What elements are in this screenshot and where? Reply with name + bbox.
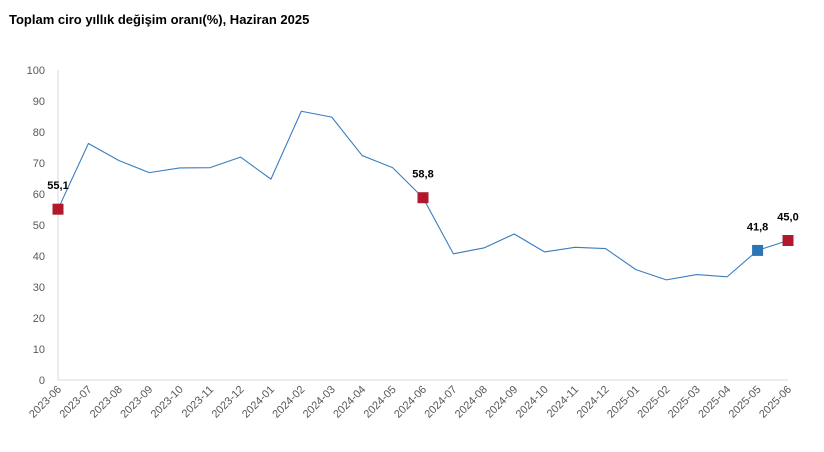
x-tick-label: 2023-07 [58, 384, 95, 421]
x-tick-label: 2024-09 [483, 384, 520, 421]
x-tick-label: 2024-05 [362, 384, 399, 421]
data-label: 55,1 [47, 180, 68, 192]
chart-title: Toplam ciro yıllık değişim oranı(%), Haz… [9, 12, 310, 27]
y-axis: 0 10 20 30 40 50 60 70 80 90 100 [27, 65, 59, 387]
y-tick-label: 20 [33, 313, 45, 325]
x-tick-label: 2023-12 [210, 384, 247, 421]
x-tick-label: 2024-01 [240, 384, 277, 421]
x-tick-label: 2024-08 [453, 384, 490, 421]
x-tick-label: 2024-12 [575, 384, 612, 421]
x-tick-label: 2023-09 [118, 384, 155, 421]
x-tick-label: 2024-07 [423, 384, 460, 421]
highlight-marker [782, 235, 794, 246]
y-tick-label: 10 [33, 344, 45, 356]
y-tick-label: 100 [27, 65, 45, 77]
x-tick-label: 2025-06 [757, 384, 794, 421]
data-label: 58,8 [412, 169, 433, 181]
data-label: 41,8 [747, 221, 768, 233]
y-tick-label: 80 [33, 127, 45, 139]
marker-layer: 55,1 58,8 41,8 45,0 [47, 169, 799, 256]
x-tick-label: 2025-04 [696, 384, 733, 421]
x-tick-label: 2023-06 [27, 384, 64, 421]
x-tick-label: 2025-01 [605, 384, 642, 421]
highlight-marker [752, 244, 764, 256]
y-tick-label: 70 [33, 158, 45, 170]
x-tick-label: 2024-03 [301, 384, 338, 421]
x-tick-label: 2024-04 [331, 384, 368, 421]
x-tick-label: 2024-06 [392, 384, 429, 421]
y-tick-label: 30 [33, 282, 45, 294]
y-tick-label: 0 [39, 375, 45, 387]
y-tick-label: 40 [33, 251, 45, 263]
x-tick-label: 2024-02 [270, 384, 307, 421]
y-tick-label: 50 [33, 220, 45, 232]
y-tick-label: 60 [33, 189, 45, 201]
data-label: 45,0 [777, 212, 798, 224]
x-tick-label: 2025-05 [727, 384, 764, 421]
x-tick-label: 2023-10 [149, 384, 186, 421]
highlight-marker [52, 203, 64, 215]
highlight-marker [417, 192, 429, 204]
x-tick-label: 2025-02 [635, 384, 672, 421]
y-tick-label: 90 [33, 96, 45, 108]
x-tick-label: 2023-08 [88, 384, 125, 421]
x-tick-label: 2025-03 [666, 384, 703, 421]
x-tick-label: 2024-10 [514, 384, 551, 421]
